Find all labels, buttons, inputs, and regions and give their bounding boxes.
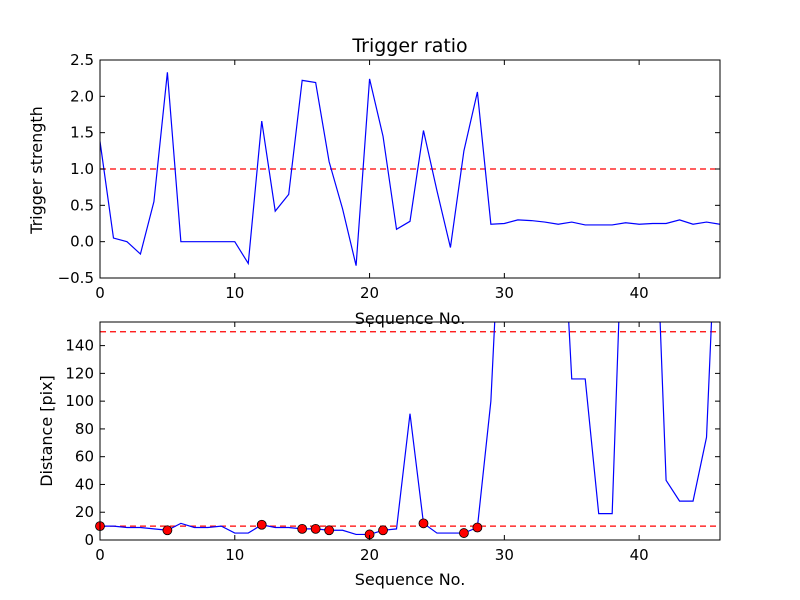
y-tick-label: 40 xyxy=(75,475,94,493)
y-tick-label: 60 xyxy=(75,448,94,466)
y-tick-label: 0.0 xyxy=(70,233,94,251)
x-tick-label: 30 xyxy=(495,546,514,564)
y-tick-label: 80 xyxy=(75,420,94,438)
x-axis-label: Sequence No. xyxy=(355,309,466,328)
data-point-marker xyxy=(162,525,173,536)
plot-area xyxy=(100,322,720,536)
y-tick-label: 20 xyxy=(75,503,94,521)
x-tick-label: 10 xyxy=(225,546,244,564)
x-tick-label: 40 xyxy=(630,546,649,564)
data-point-marker xyxy=(459,528,469,538)
data-point-marker xyxy=(472,522,483,533)
data-point-marker xyxy=(324,525,335,536)
y-tick-label: 140 xyxy=(65,337,94,355)
y-tick-label: 0.5 xyxy=(70,196,94,214)
x-tick-label: 20 xyxy=(360,546,379,564)
y-axis-label: Distance [pix] xyxy=(37,375,56,487)
y-axis-label: Trigger strength xyxy=(27,106,46,235)
y-tick-label: 2.5 xyxy=(70,51,94,69)
series-line xyxy=(100,72,720,266)
y-tick-label: 2.0 xyxy=(70,87,94,105)
data-point-marker xyxy=(256,519,267,530)
y-tick-label: 120 xyxy=(65,364,94,382)
data-point-marker xyxy=(378,525,388,536)
x-axis-label: Sequence No. xyxy=(355,570,466,589)
data-point-marker xyxy=(418,518,429,529)
trigger-ratio-chart: Trigger ratio Sequence No. Trigger stren… xyxy=(27,35,721,328)
data-point-marker xyxy=(297,523,308,534)
series-line xyxy=(100,322,713,536)
distance-chart: Sequence No. Distance [pix] 0 10 20 30 40 0 20… xyxy=(37,321,721,589)
y-tick-label: −0.5 xyxy=(58,269,94,287)
data-point-marker xyxy=(310,523,321,534)
plot-frame xyxy=(99,321,721,541)
y-tick-label: 1.0 xyxy=(70,160,94,178)
y-tick-label: 100 xyxy=(65,392,94,410)
x-tick-label: 40 xyxy=(630,284,649,302)
plot-area xyxy=(100,72,720,266)
chart-title: Trigger ratio xyxy=(351,35,467,57)
y-tick-label: 0 xyxy=(84,531,94,549)
x-tick-label: 30 xyxy=(495,284,514,302)
x-tick-label: 0 xyxy=(95,284,105,302)
x-tick-label: 0 xyxy=(95,546,105,564)
x-tick-label: 10 xyxy=(225,284,244,302)
y-tick-label: 1.5 xyxy=(70,124,94,142)
x-tick-label: 20 xyxy=(360,284,379,302)
